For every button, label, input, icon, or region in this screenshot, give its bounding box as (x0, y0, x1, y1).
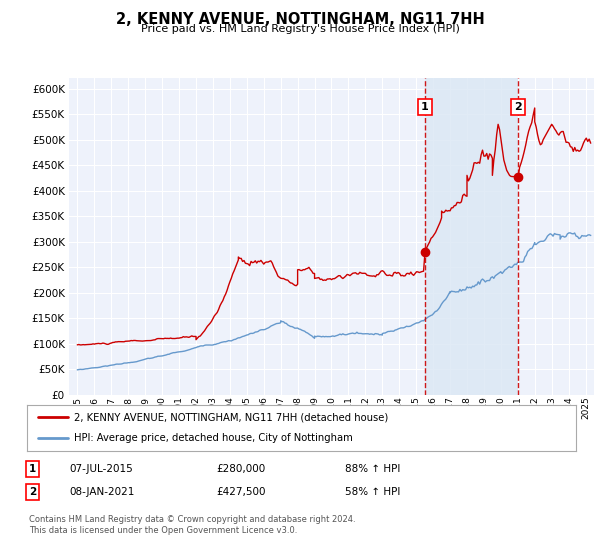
Text: HPI: Average price, detached house, City of Nottingham: HPI: Average price, detached house, City… (74, 433, 352, 444)
Text: 2, KENNY AVENUE, NOTTINGHAM, NG11 7HH: 2, KENNY AVENUE, NOTTINGHAM, NG11 7HH (116, 12, 484, 27)
Text: This data is licensed under the Open Government Licence v3.0.: This data is licensed under the Open Gov… (29, 526, 297, 535)
Text: £280,000: £280,000 (216, 464, 265, 474)
Text: 2: 2 (514, 102, 522, 112)
Text: 1: 1 (421, 102, 429, 112)
Text: 58% ↑ HPI: 58% ↑ HPI (345, 487, 400, 497)
Bar (425, 78, 518, 395)
Text: 08-JAN-2021: 08-JAN-2021 (69, 487, 134, 497)
Text: 88% ↑ HPI: 88% ↑ HPI (345, 464, 400, 474)
Text: Price paid vs. HM Land Registry's House Price Index (HPI): Price paid vs. HM Land Registry's House … (140, 24, 460, 34)
Text: 07-JUL-2015: 07-JUL-2015 (69, 464, 133, 474)
Text: £427,500: £427,500 (216, 487, 265, 497)
Text: 2, KENNY AVENUE, NOTTINGHAM, NG11 7HH (detached house): 2, KENNY AVENUE, NOTTINGHAM, NG11 7HH (d… (74, 412, 388, 422)
Text: 1: 1 (29, 464, 36, 474)
Text: Contains HM Land Registry data © Crown copyright and database right 2024.: Contains HM Land Registry data © Crown c… (29, 515, 355, 524)
Text: 2: 2 (29, 487, 36, 497)
